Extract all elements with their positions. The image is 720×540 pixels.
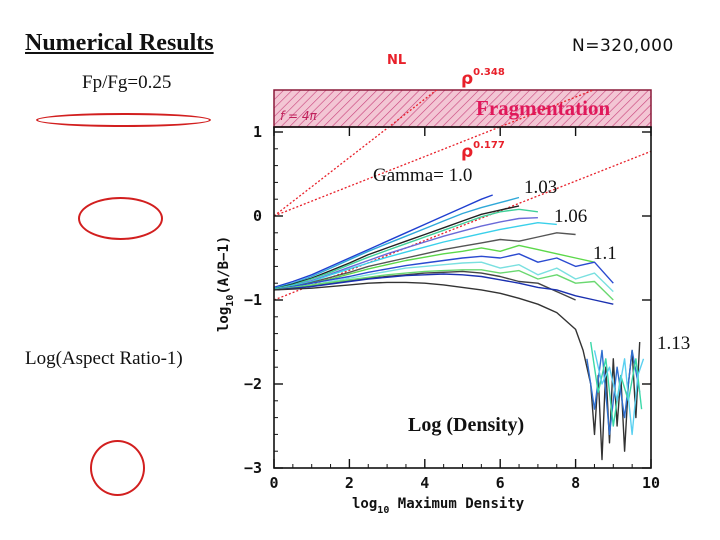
series-line-5 — [274, 221, 557, 291]
series-line-0 — [274, 194, 493, 289]
jeans-label: f = 4π — [280, 109, 318, 123]
aspect-ratio-label: Log(Aspect Ratio-1) — [25, 348, 183, 369]
y-tick-label: 1 — [253, 123, 262, 141]
y-tick-label: 0 — [253, 207, 262, 225]
series-line-16 — [593, 350, 645, 436]
rho-shallow-symbol: ρ — [461, 142, 473, 162]
x-tick-label: 0 — [269, 474, 278, 492]
gamma-103-label: 1.03 — [524, 177, 557, 198]
y-axis-label: log10(A/B−1) — [216, 236, 236, 332]
data-series — [274, 194, 645, 461]
particle-count: N=320,000 — [572, 36, 674, 56]
y-tick-label: −2 — [244, 375, 262, 393]
series-line-1 — [274, 196, 520, 289]
x-tick-label: 4 — [420, 474, 429, 492]
series-line-6 — [274, 232, 576, 291]
series-line-14 — [586, 349, 641, 436]
rho-steep-exponent: 0.348 — [473, 67, 505, 78]
fragmentation-label: Fragmentation — [476, 96, 610, 120]
y-tick-label: −1 — [244, 291, 262, 309]
gamma-11-label: 1.1 — [593, 243, 617, 264]
x-tick-label: 2 — [345, 474, 354, 492]
fragmentation-band — [273, 89, 652, 128]
series-line-8 — [274, 253, 614, 291]
series-line-12 — [274, 273, 614, 305]
ellipse-medium — [78, 197, 163, 240]
guide-line-2 — [274, 150, 651, 301]
rho-steep-label: ρ0.348 — [461, 67, 505, 89]
x-tick-label: 10 — [642, 474, 660, 492]
guide-lines — [274, 90, 651, 301]
rho-shallow-exponent: 0.177 — [473, 140, 505, 151]
series-line-10 — [274, 270, 576, 301]
nl-label: NL — [387, 53, 406, 68]
x-tick-label: 8 — [571, 474, 580, 492]
rho-steep-symbol: ρ — [461, 69, 473, 89]
series-line-2 — [274, 205, 520, 290]
axis-ticks: 0 2 4 6 8 10 −3 −2 −1 0 1 — [244, 123, 660, 492]
density-label: Log (Density) — [408, 414, 524, 436]
series-line-3 — [274, 208, 538, 290]
gamma-113-label: 1.13 — [657, 333, 690, 354]
gamma-106-label: 1.06 — [554, 206, 587, 227]
series-line-11 — [274, 269, 614, 301]
guide-line-1 — [274, 90, 596, 217]
y-tick-label: −3 — [244, 459, 262, 477]
gamma-label: Gamma= 1.0 — [373, 165, 472, 186]
ratio-label: Fp/Fg=0.25 — [82, 72, 172, 93]
series-line-4 — [274, 217, 538, 291]
ellipse-flat — [36, 113, 211, 127]
ellipse-round — [90, 440, 145, 496]
rho-shallow-label: ρ0.177 — [461, 140, 505, 162]
x-tick-label: 6 — [496, 474, 505, 492]
series-line-9 — [274, 261, 614, 293]
slide-title: Numerical Results — [25, 30, 214, 56]
x-axis-label: log10 Maximum Density — [352, 496, 525, 516]
